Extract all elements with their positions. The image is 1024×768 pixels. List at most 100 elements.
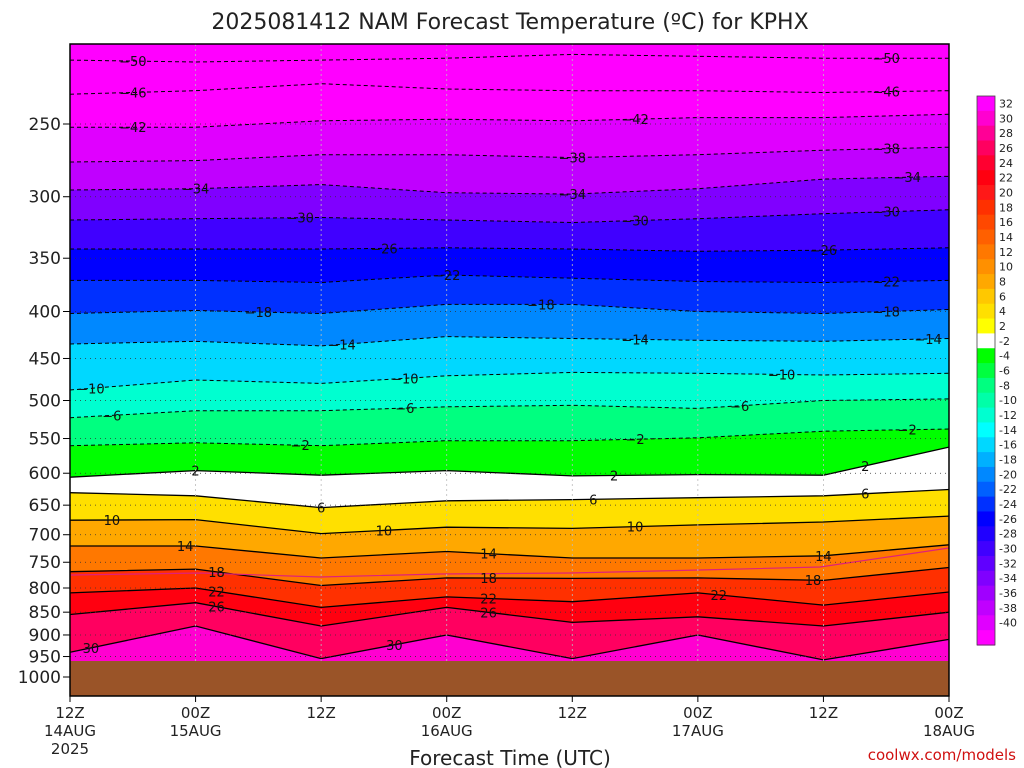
pressure-tick-label: 650	[29, 496, 61, 516]
isotherm-label: 30	[83, 642, 100, 657]
pressure-axis: 250 300 350 400 450 500 550 600 650 700 750 800 850 9…	[18, 115, 70, 688]
colorbar-label: -16	[999, 439, 1017, 452]
time-tick-label: 00Z	[683, 704, 712, 722]
colorbar-swatch	[977, 570, 995, 587]
colorbar-swatch	[977, 244, 995, 260]
isotherm-label: −30	[621, 215, 648, 230]
isotherm-label: 26	[480, 606, 497, 621]
isotherm-label: 22	[208, 585, 225, 600]
isotherm-label: 10	[627, 521, 644, 536]
year-tick-label: 2025	[51, 740, 89, 758]
isotherm-label: −2	[291, 439, 310, 454]
colorbar-label: -36	[999, 587, 1017, 600]
colorbar-label: 14	[999, 231, 1013, 244]
isotherm-label: −10	[768, 368, 795, 383]
isotherm-label: 2	[861, 460, 869, 475]
temperature-bands	[70, 44, 949, 696]
isotherm-label: −2	[898, 424, 917, 439]
colorbar-swatch	[977, 452, 995, 468]
isotherm-label: −42	[119, 121, 146, 136]
colorbar-swatch	[977, 407, 995, 424]
isotherm-line-6	[70, 488, 949, 509]
isotherm-label: −22	[433, 269, 460, 284]
ground-below-surface	[70, 661, 949, 696]
colorbar-label: -2	[999, 335, 1010, 348]
pressure-tick-label: 400	[29, 302, 61, 322]
isotherm-label: 6	[589, 493, 597, 508]
isotherm-label: −30	[286, 212, 313, 227]
colorbar-label: -10	[999, 394, 1017, 407]
colorbar-swatch	[977, 96, 995, 112]
colorbar-swatch	[977, 155, 995, 171]
colorbar-label: -40	[999, 617, 1017, 630]
isotherm-line-30	[70, 625, 949, 661]
pressure-tick-label: 750	[29, 553, 61, 573]
isotherm-label: 14	[815, 550, 832, 565]
colorbar-label: -14	[999, 424, 1017, 437]
isotherm-label: −46	[872, 86, 899, 101]
isotherm-line-14	[70, 544, 949, 559]
colorbar-label: 20	[999, 186, 1013, 199]
colorbar-label: -32	[999, 557, 1017, 570]
isotherm-line-18	[70, 566, 949, 587]
pressure-tick-label: 500	[29, 392, 61, 412]
isotherm-label: −22	[872, 275, 899, 290]
colorbar-swatch	[977, 318, 995, 335]
isotherm-label: −10	[391, 372, 418, 387]
isotherm-line-2	[70, 446, 949, 478]
colorbar-label: -38	[999, 602, 1017, 615]
colorbar-label: -6	[999, 365, 1010, 378]
time-tick-label: 12Z	[55, 704, 84, 722]
colorbar-label: -24	[999, 498, 1017, 511]
colorbar-label: -30	[999, 543, 1017, 556]
isotherm-label: −14	[621, 333, 648, 348]
pressure-tick-label: 950	[29, 648, 61, 668]
colorbar-swatch	[977, 466, 995, 483]
colorbar-swatch	[977, 600, 995, 616]
colorbar-swatch	[977, 496, 995, 513]
colorbar-swatch	[977, 585, 995, 602]
time-tick-label: 12Z	[809, 704, 838, 722]
isotherm-line-26	[70, 602, 949, 627]
colorbar-label: 12	[999, 246, 1013, 259]
isotherm-label: 22	[711, 589, 728, 604]
colorbar-label: 26	[999, 142, 1013, 155]
colorbar-label: 2	[999, 320, 1006, 333]
isotherm-label: −2	[625, 433, 644, 448]
pressure-tick-label: 800	[29, 579, 61, 599]
colorbar-label: 28	[999, 127, 1013, 140]
time-tick-label: 00Z	[181, 704, 210, 722]
pressure-tick-label: 700	[29, 526, 61, 546]
colorbar-swatch	[977, 511, 995, 527]
pressure-tick-label: 1000	[18, 668, 61, 688]
isotherm-label: −14	[914, 333, 941, 348]
isotherm-label: −34	[893, 171, 920, 186]
colorbar-swatch	[977, 481, 995, 498]
isotherm-label: 2	[191, 465, 199, 480]
colorbar-label: 16	[999, 216, 1013, 229]
isotherm-label: −26	[810, 244, 837, 259]
isotherm-label: −34	[182, 183, 209, 198]
colorbar-label: 10	[999, 261, 1013, 274]
colorbar-label: -20	[999, 468, 1017, 481]
isotherm-label: 10	[104, 514, 121, 529]
colorbar-swatch	[977, 140, 995, 156]
colorbar-label: 32	[999, 97, 1013, 110]
isotherm-lines	[70, 53, 949, 661]
isotherm-label: −18	[245, 306, 272, 321]
isotherm-label: −10	[77, 382, 104, 397]
colorbar-label: -8	[999, 379, 1010, 392]
colorbar-label: 18	[999, 201, 1013, 214]
isotherm-line-10	[70, 515, 949, 535]
colorbar-swatch	[977, 259, 995, 275]
isotherm-label: 26	[208, 601, 225, 616]
isotherm-label: −38	[872, 143, 899, 158]
credit-text: coolwx.com/models	[868, 746, 1016, 764]
isotherm-label: −6	[730, 400, 749, 415]
chart-title: 2025081412 NAM Forecast Temperature (ºC)…	[211, 10, 808, 35]
colorbar-swatch	[977, 363, 995, 379]
colorbar-swatch	[977, 541, 995, 557]
isotherm-label: −18	[527, 298, 554, 313]
